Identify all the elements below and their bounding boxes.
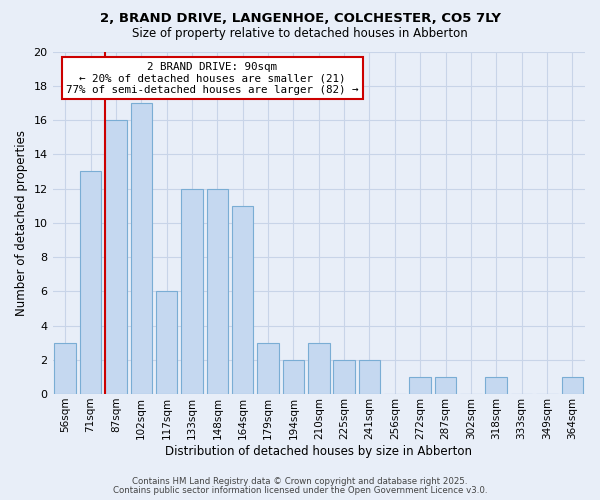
X-axis label: Distribution of detached houses by size in Abberton: Distribution of detached houses by size …	[165, 444, 472, 458]
Bar	[308, 342, 329, 394]
Bar	[562, 377, 583, 394]
Bar	[232, 206, 253, 394]
Bar	[257, 342, 279, 394]
Text: Contains public sector information licensed under the Open Government Licence v3: Contains public sector information licen…	[113, 486, 487, 495]
Bar	[80, 172, 101, 394]
Bar	[55, 342, 76, 394]
Bar	[409, 377, 431, 394]
Bar	[206, 188, 228, 394]
Bar	[334, 360, 355, 394]
Text: 2, BRAND DRIVE, LANGENHOE, COLCHESTER, CO5 7LY: 2, BRAND DRIVE, LANGENHOE, COLCHESTER, C…	[100, 12, 500, 26]
Bar	[105, 120, 127, 394]
Bar	[359, 360, 380, 394]
Bar	[156, 292, 178, 394]
Text: Size of property relative to detached houses in Abberton: Size of property relative to detached ho…	[132, 28, 468, 40]
Bar	[283, 360, 304, 394]
Text: 2 BRAND DRIVE: 90sqm
← 20% of detached houses are smaller (21)
77% of semi-detac: 2 BRAND DRIVE: 90sqm ← 20% of detached h…	[66, 62, 359, 95]
Y-axis label: Number of detached properties: Number of detached properties	[15, 130, 28, 316]
Bar	[485, 377, 507, 394]
Bar	[435, 377, 457, 394]
Bar	[181, 188, 203, 394]
Text: Contains HM Land Registry data © Crown copyright and database right 2025.: Contains HM Land Registry data © Crown c…	[132, 477, 468, 486]
Bar	[131, 103, 152, 394]
